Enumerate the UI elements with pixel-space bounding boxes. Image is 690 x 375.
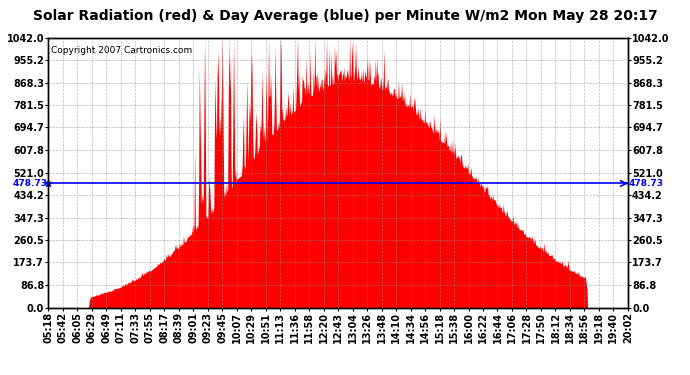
Text: 478.73: 478.73 [629,179,664,188]
Text: Solar Radiation (red) & Day Average (blue) per Minute W/m2 Mon May 28 20:17: Solar Radiation (red) & Day Average (blu… [32,9,658,23]
Text: 478.73: 478.73 [12,179,48,188]
Text: Copyright 2007 Cartronics.com: Copyright 2007 Cartronics.com [51,46,193,55]
